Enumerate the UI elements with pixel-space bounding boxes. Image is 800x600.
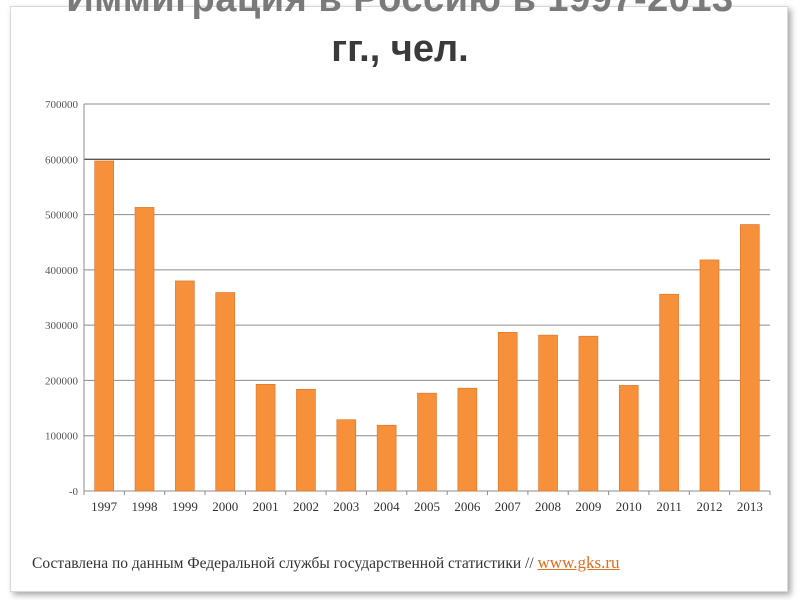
bar-2002: [296, 388, 316, 492]
x-tick-label: 2002: [293, 499, 319, 514]
y-tick-label: 500000: [45, 210, 79, 222]
bar-2004: [376, 424, 397, 492]
bar-2008: [538, 334, 558, 492]
x-tick-label: 2004: [374, 499, 401, 514]
x-tick-label: 2006: [454, 499, 481, 514]
y-tick-label: 600000: [45, 154, 79, 166]
x-tick-label: 2010: [616, 499, 642, 514]
bar-1999: [175, 280, 195, 492]
x-tick-label: 1999: [172, 499, 198, 514]
y-tick-label: 400000: [45, 265, 79, 277]
x-tick-label: 2000: [212, 499, 238, 514]
x-tick-label: 2008: [535, 499, 561, 514]
x-tick-label: 2009: [575, 499, 601, 514]
bar-2000: [215, 292, 236, 492]
bar-2011: [659, 293, 679, 492]
bar-2009: [578, 335, 599, 492]
bar-2006: [457, 387, 478, 492]
bar-2013: [740, 224, 760, 492]
chart-title-line-2: гг., чел.: [331, 28, 469, 70]
y-tick-label: 100000: [45, 431, 79, 443]
x-tick-label: 2001: [253, 499, 279, 514]
bar-2007: [497, 332, 518, 492]
x-tick-label: 2013: [737, 499, 763, 514]
bar-2001: [255, 383, 276, 492]
x-tick-label: 2012: [696, 499, 722, 514]
source-link[interactable]: www.gks.ru: [537, 553, 620, 572]
x-tick-label: 1998: [132, 499, 158, 514]
bar-2003: [336, 419, 357, 492]
bar-2012: [699, 259, 720, 492]
x-tick-label: 2007: [495, 499, 522, 514]
y-tick-label: -0: [69, 486, 79, 498]
bar-1998: [134, 207, 155, 492]
source-text: Составлена по данным Федеральной службы …: [32, 555, 538, 572]
bar-2005: [417, 392, 437, 492]
bar-2010: [618, 385, 639, 492]
x-tick-label: 1997: [91, 499, 118, 514]
y-tick-label: 300000: [45, 320, 79, 332]
bar-1997: [94, 160, 114, 492]
source-note: Составлена по данным Федеральной службы …: [32, 553, 620, 573]
y-tick-label: 700000: [45, 99, 79, 111]
x-tick-label: 2005: [414, 499, 440, 514]
x-tick-label: 2011: [656, 499, 682, 514]
chart-title-line-1: Иммиграция в Россию в 1997-2013: [0, 0, 800, 21]
x-tick-label: 2003: [333, 499, 359, 514]
y-tick-label: 200000: [45, 375, 79, 387]
